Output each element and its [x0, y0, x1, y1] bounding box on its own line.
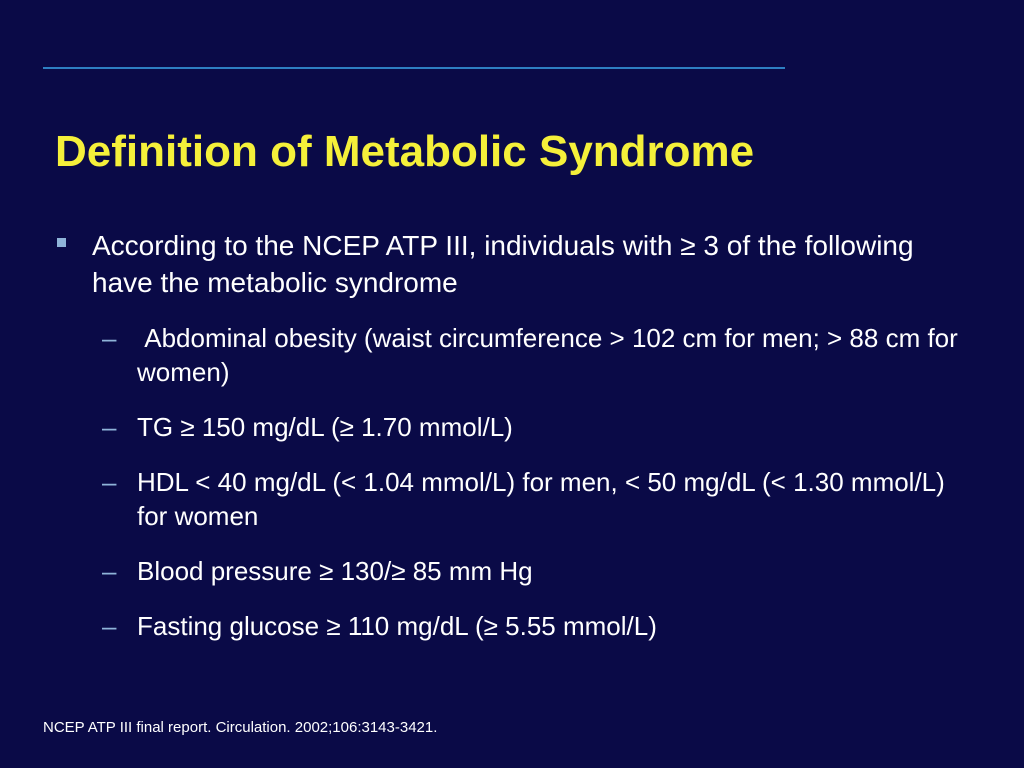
citation-footnote: NCEP ATP III final report. Circulation. … — [43, 719, 438, 736]
slide-body: According to the NCEP ATP III, individua… — [0, 227, 1024, 664]
dash-icon: – — [102, 556, 117, 586]
sub-bullet-text: TG ≥ 150 mg/dL (≥ 1.70 mmol/L) — [137, 412, 513, 442]
sub-bullet-text: Blood pressure ≥ 130/≥ 85 mm Hg — [137, 556, 533, 586]
slide-title: Definition of Metabolic Syndrome — [55, 127, 755, 176]
dash-icon: – — [102, 611, 117, 641]
sub-bullet-tg: – TG ≥ 150 mg/dL (≥ 1.70 mmol/L) — [102, 410, 977, 444]
sub-bullet-blood-pressure: – Blood pressure ≥ 130/≥ 85 mm Hg — [102, 554, 977, 588]
main-bullet-text: According to the NCEP ATP III, individua… — [92, 230, 914, 298]
square-bullet-icon — [57, 238, 66, 247]
sub-bullet-text: Fasting glucose ≥ 110 mg/dL (≥ 5.55 mmol… — [137, 611, 657, 641]
sub-bullet-text: HDL < 40 mg/dL (< 1.04 mmol/L) for men, … — [137, 467, 945, 531]
top-divider-line — [43, 67, 785, 69]
dash-icon: – — [102, 467, 117, 497]
dash-icon: – — [102, 323, 117, 353]
main-bullet: According to the NCEP ATP III, individua… — [57, 227, 972, 301]
sub-bullet-fasting-glucose: – Fasting glucose ≥ 110 mg/dL (≥ 5.55 mm… — [102, 609, 977, 643]
sub-bullet-list: – Abdominal obesity (waist circumference… — [0, 321, 1024, 643]
dash-icon: – — [102, 412, 117, 442]
sub-bullet-abdominal-obesity: – Abdominal obesity (waist circumference… — [102, 321, 977, 389]
sub-bullet-text: Abdominal obesity (waist circumference >… — [137, 323, 966, 387]
sub-bullet-hdl: – HDL < 40 mg/dL (< 1.04 mmol/L) for men… — [102, 465, 977, 533]
